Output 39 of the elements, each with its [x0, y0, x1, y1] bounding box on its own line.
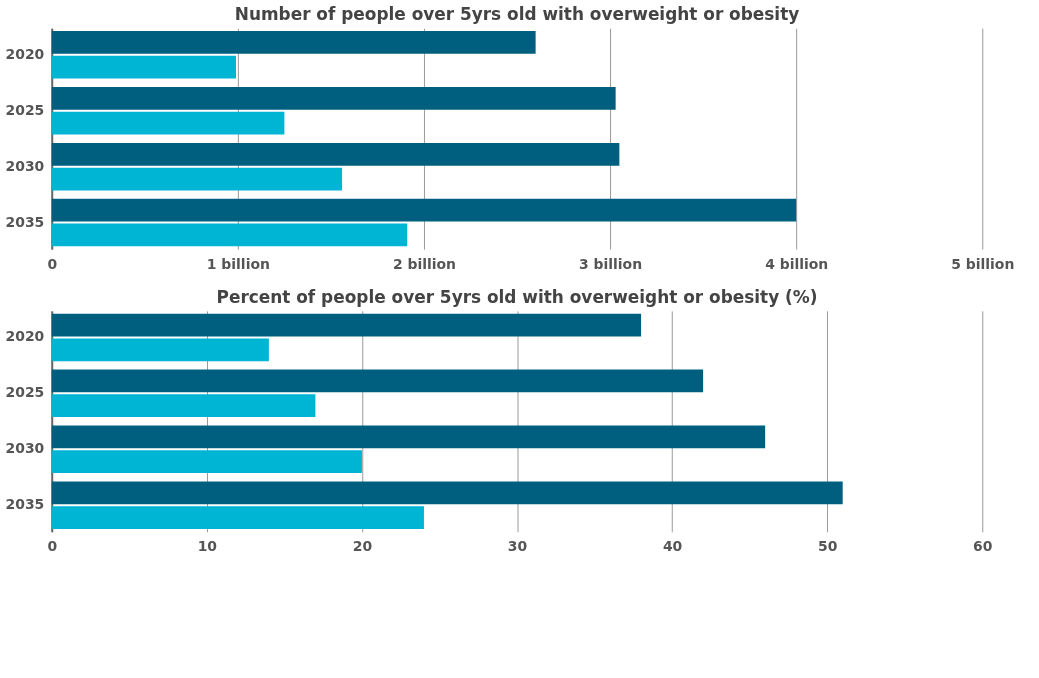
x-tick-label: 1 billion [206, 255, 270, 272]
y-tick-label: 2035 [5, 213, 45, 230]
x-tick-label: 5 billion [951, 255, 1015, 272]
bar [51, 86, 616, 110]
chart-title: Number of people over 5yrs old with overweight or obesity [234, 4, 800, 25]
y-tick-label: 2020 [5, 45, 45, 62]
bar [51, 394, 316, 418]
bar [51, 198, 797, 222]
y-tick-label: 2030 [5, 440, 45, 457]
bar [51, 142, 620, 166]
x-tick-label: 4 billion [765, 255, 829, 272]
bar [51, 313, 642, 337]
y-tick-label: 2025 [5, 101, 45, 118]
y-tick-label: 2035 [5, 496, 45, 513]
bar [51, 369, 704, 393]
x-tick-label: 0 [47, 538, 58, 555]
x-tick-label: 3 billion [579, 255, 643, 272]
y-tick-label: 2025 [5, 384, 45, 401]
bar [51, 425, 766, 449]
bar [51, 506, 424, 529]
y-tick-label: 2030 [5, 157, 45, 174]
chart-title: Percent of people over 5yrs old with overweight or obesity (%) [216, 286, 818, 307]
x-tick-label: 20 [352, 538, 373, 555]
bar [51, 167, 343, 191]
x-tick-label: 0 [47, 255, 58, 272]
x-tick-label: 50 [818, 538, 838, 555]
x-tick-label: 40 [662, 538, 683, 555]
y-tick-label: 2020 [5, 328, 45, 345]
x-tick-label: 10 [197, 538, 218, 555]
bar [51, 481, 843, 505]
x-tick-label: 60 [973, 538, 993, 555]
bar [51, 31, 536, 54]
bar [51, 223, 408, 247]
bar [51, 55, 236, 79]
x-tick-label: 2 billion [392, 255, 456, 272]
bar [51, 338, 269, 362]
bar [51, 450, 362, 474]
x-tick-label: 30 [507, 538, 528, 555]
bar [51, 111, 285, 135]
